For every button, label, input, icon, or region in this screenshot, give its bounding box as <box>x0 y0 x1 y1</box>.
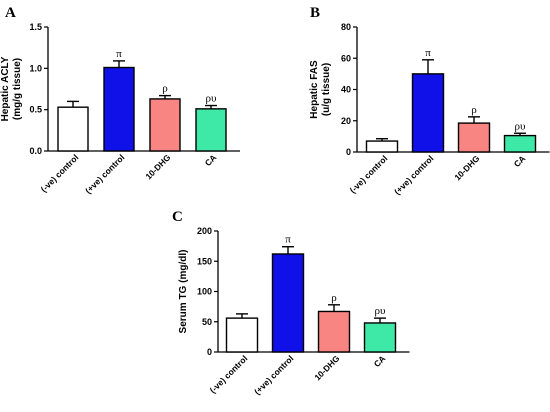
category-label: (-ve) control <box>39 152 81 194</box>
bar <box>411 73 445 153</box>
category-label: (+ve) control <box>252 353 295 396</box>
significance-label: π <box>285 234 291 246</box>
y-tick-label: 200 <box>197 226 212 236</box>
y-tick-label: 150 <box>197 256 212 266</box>
y-tick-label: 60 <box>341 53 351 63</box>
bar <box>457 122 491 153</box>
bar <box>363 322 397 353</box>
bar <box>225 317 259 353</box>
y-tick-label: 80 <box>341 22 351 32</box>
category-label: CA <box>512 153 528 169</box>
chart-panel-a: A 0.0 0.5 1.0 1.5 Hepatic ACLY (mg/g tissue) (-… <box>0 5 240 196</box>
significance-label: ρυ <box>375 305 386 317</box>
panel-letter: A <box>5 5 16 21</box>
y-axis-title-line: Hepatic FAS <box>309 60 320 119</box>
chart-panel-b: B 0 20 40 60 80 Hepatic FAS (u/g tissue) (-ve) c… <box>309 5 550 197</box>
y-tick-label: 100 <box>197 287 212 297</box>
y-tick-label: 0 <box>346 147 351 157</box>
category-label: (-ve) control <box>348 153 390 195</box>
panel-letter: C <box>172 209 183 225</box>
category-label: (+ve) control <box>83 152 126 195</box>
y-tick-label: 0 <box>207 347 212 357</box>
significance-label: π <box>116 48 122 60</box>
bar <box>103 66 135 152</box>
y-tick-label: 50 <box>202 317 212 327</box>
category-label: (-ve) control <box>208 353 250 395</box>
y-axis-title-line: (u/g tissue) <box>321 63 332 116</box>
bar <box>271 253 305 353</box>
significance-label: ρ <box>331 292 337 304</box>
y-axis-title-line: Serum TG (mg/dl) <box>178 250 189 334</box>
bar <box>365 140 399 153</box>
category-label: 10-DHG <box>452 153 481 182</box>
significance-label: ρ <box>162 83 168 95</box>
chart-panel-c: C 0 50 100 150 200 Serum TG (mg/dl) (-ve) contr… <box>172 209 410 397</box>
y-axis-title-line: Hepatic ACLY <box>0 56 11 121</box>
category-label: 10-DHG <box>312 353 341 382</box>
y-tick-label: 0.0 <box>29 146 42 156</box>
bar <box>195 108 227 152</box>
bar <box>317 310 351 353</box>
significance-label: ρ <box>471 104 477 116</box>
bar <box>149 98 181 152</box>
y-tick-label: 1.5 <box>29 22 42 32</box>
y-tick-label: 0.5 <box>29 105 42 115</box>
y-tick-label: 1.0 <box>29 63 42 73</box>
category-label: CA <box>372 353 388 369</box>
panel-letter: B <box>310 5 320 21</box>
bar <box>503 134 537 153</box>
y-tick-label: 40 <box>341 85 351 95</box>
category-label: 10-DHG <box>143 152 172 181</box>
category-label: CA <box>203 152 219 168</box>
significance-label: π <box>425 47 431 59</box>
y-tick-label: 20 <box>341 116 351 126</box>
significance-label: ρυ <box>206 93 217 105</box>
category-label: (+ve) control <box>392 153 435 196</box>
y-axis-title-line: (mg/g tissue) <box>12 58 23 120</box>
significance-label: ρυ <box>515 120 526 132</box>
bar <box>57 106 89 152</box>
